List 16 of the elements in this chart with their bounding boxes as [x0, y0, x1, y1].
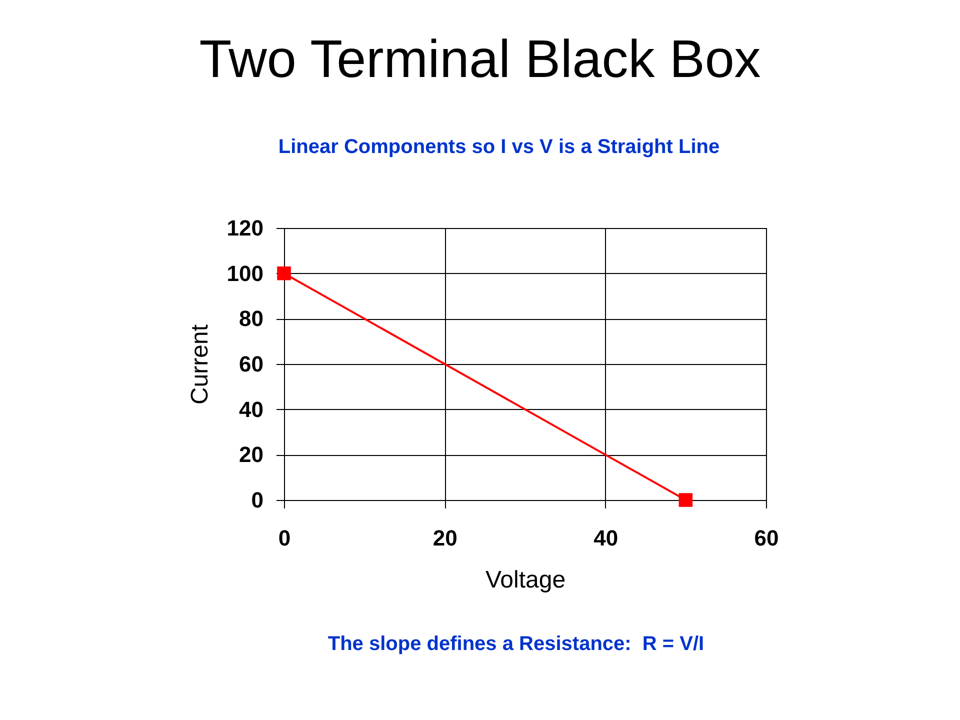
- y-axis-title: Current: [186, 324, 214, 405]
- y-tick-label: 80: [239, 306, 264, 332]
- x-axis-title: Voltage: [485, 566, 566, 594]
- text: The slope defines a Resistance: R = V/I: [328, 633, 704, 655]
- y-tick-label: 0: [251, 488, 264, 512]
- y-tick-label: 60: [239, 352, 264, 376]
- x-tick-label: 40: [594, 526, 618, 550]
- y-tick-label: 120: [226, 216, 264, 240]
- x-tick-label: 20: [432, 526, 458, 550]
- chart-subtitle: Linear Components so I vs V is a Straight Line: [278, 136, 720, 158]
- chart-title: Two Terminal Black Box: [199, 30, 761, 89]
- x-tick-label: 0: [278, 526, 291, 550]
- x-tick-label: 60: [754, 526, 779, 550]
- y-tick-label: 100: [226, 260, 264, 286]
- y-tick-label: 40: [239, 396, 264, 422]
- y-tick-label: 20: [239, 442, 264, 468]
